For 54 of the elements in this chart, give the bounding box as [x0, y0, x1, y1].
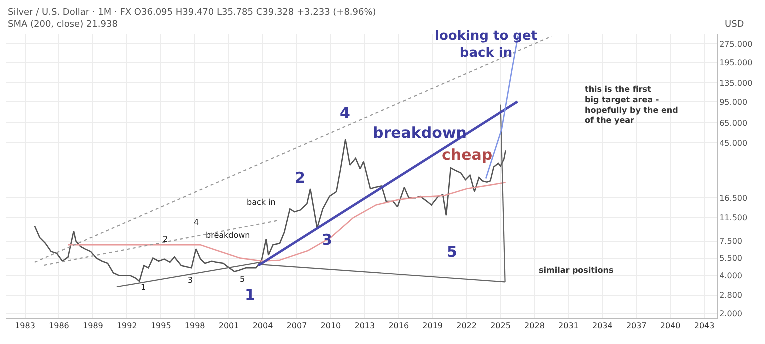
x-tick-label: 2034 — [592, 322, 613, 331]
annotation: this is the first big target area - hopefully by the end of the year — [585, 85, 679, 126]
annotation: 1 — [245, 286, 256, 304]
y-tick-label: 16.500 — [720, 194, 748, 203]
annotation: back in — [247, 198, 276, 207]
annotation: 4 — [194, 218, 200, 227]
x-tick-label: 1998 — [184, 322, 206, 331]
x-tick-label: 2028 — [524, 322, 545, 331]
chart-subtitle: SMA (200, close) 21.938 — [8, 20, 118, 30]
x-tick-label: 2025 — [490, 322, 511, 331]
annotation: looking to get back in — [435, 29, 538, 61]
x-tick-label: 1986 — [49, 322, 70, 331]
annotation: breakdown — [206, 231, 250, 240]
annotation: cheap — [442, 146, 493, 164]
y-tick-label: 2.800 — [720, 291, 743, 300]
x-tick-label: 2019 — [422, 322, 444, 331]
x-tick-label: 2031 — [558, 322, 579, 331]
annotation: 5 — [447, 243, 458, 261]
y-tick-label: 2.000 — [720, 310, 743, 319]
x-tick-label: 1995 — [150, 322, 172, 331]
x-tick-label: 2010 — [320, 322, 342, 331]
y-axis-title: USD — [725, 20, 744, 30]
x-tick-label: 2037 — [626, 322, 647, 331]
y-tick-label: 11.500 — [720, 214, 748, 223]
chart-title: Silver / U.S. Dollar · 1M · FX O36.095 H39.470 L35.785 C39.328 +3.233 (+8.96%) — [8, 8, 376, 18]
x-tick-label: 2040 — [660, 322, 681, 331]
annotation: 5 — [240, 275, 246, 284]
annotation: breakdown — [373, 124, 467, 142]
y-tick-label: 195.000 — [720, 58, 753, 68]
y-tick-label: 45.000 — [720, 138, 748, 148]
annotation: 3 — [322, 231, 332, 249]
y-tick-label: 5.500 — [720, 254, 743, 264]
y-tick-label: 65.000 — [720, 118, 748, 128]
x-tick-label: 2004 — [252, 322, 274, 331]
x-tick-label: 1992 — [116, 322, 138, 331]
x-tick-label: 1989 — [83, 322, 104, 331]
annotation: 2 — [295, 169, 306, 187]
annotation: 2 — [163, 235, 168, 244]
annotation: 3 — [188, 276, 194, 285]
annotation: similar positions — [539, 266, 614, 275]
y-tick-label: 4.000 — [720, 272, 743, 281]
x-tick-label: 2007 — [286, 322, 308, 331]
y-tick-label: 135.000 — [720, 78, 753, 88]
x-tick-label: 2001 — [218, 322, 240, 331]
y-tick-label: 95.000 — [720, 98, 748, 108]
x-tick-label: 2013 — [354, 322, 376, 331]
y-tick-label: 7.500 — [720, 237, 743, 246]
x-tick-label: 2022 — [456, 322, 477, 331]
x-tick-label: 2016 — [388, 322, 410, 331]
annotation: 4 — [340, 104, 350, 122]
x-tick-label: 1983 — [15, 322, 36, 331]
y-tick-label: 275.000 — [720, 40, 753, 49]
x-tick-label: 2043 — [694, 322, 715, 331]
annotation: 1 — [141, 283, 146, 292]
